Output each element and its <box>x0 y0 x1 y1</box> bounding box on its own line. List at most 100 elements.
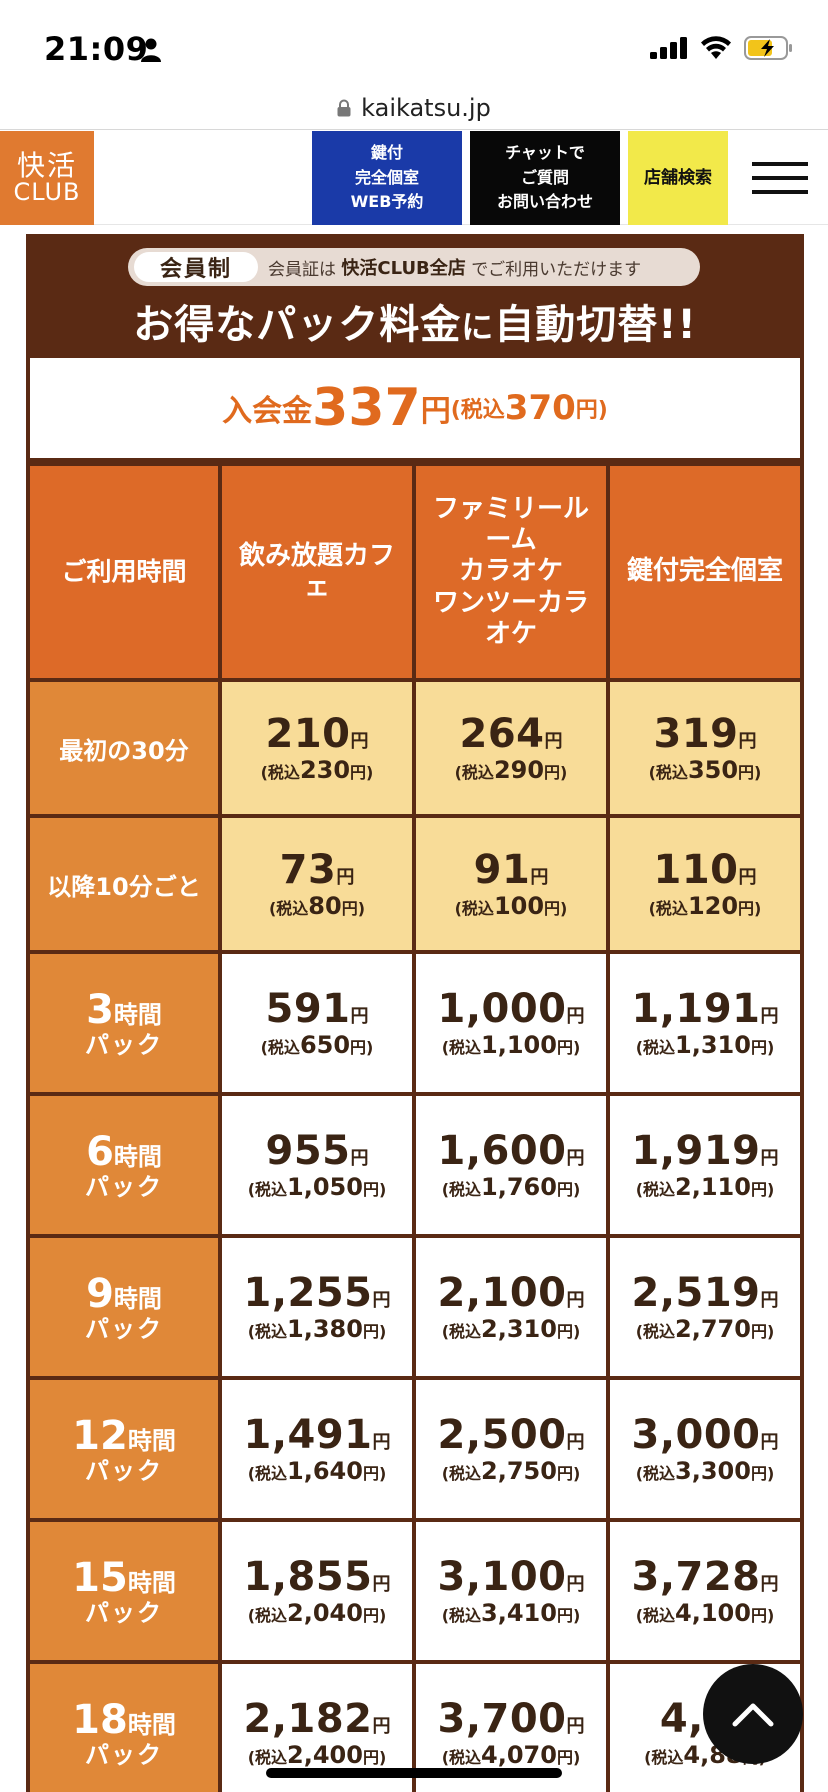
tax-amount: 230 <box>299 756 351 785</box>
price-yen: 円 <box>738 731 757 753</box>
tax-prefix: (税込 <box>441 1180 482 1200</box>
tax-amount: 80 <box>308 892 342 921</box>
tax-prefix: (税込 <box>454 763 494 783</box>
price-main: 2,100円 <box>437 1270 584 1316</box>
pack-hours-unit: 時間 <box>113 1284 162 1313</box>
tax-prefix: (税込 <box>247 1322 288 1342</box>
price-tax-included: (税込1,310円) <box>636 1031 775 1060</box>
pack-label: 6時間 パック <box>30 1096 218 1234</box>
tax-amount: 2,750 <box>481 1457 557 1486</box>
tax-prefix: (税込 <box>635 1322 676 1342</box>
price-tax-included: (税込2,110円) <box>636 1173 775 1202</box>
pack-label: 3時間 パック <box>30 954 218 1092</box>
pricing-panel-header: 会員制 会員証は 快活CLUB全店 でご利用いただけます お得なパック料金に自動… <box>26 234 804 354</box>
price-yen: 円 <box>372 1290 391 1312</box>
web-reservation-button[interactable]: 鍵付 完全個室 WEB予約 <box>312 131 462 225</box>
price-tax-included: (税込100円) <box>454 892 568 921</box>
tax-amount: 1,050 <box>287 1173 363 1202</box>
pack-hours-unit: 時間 <box>127 1710 176 1739</box>
hamburger-menu-icon[interactable] <box>748 156 812 200</box>
pack-hours: 3時間 <box>86 988 162 1032</box>
table-row: 12時間 パック 1,491円 (税込1,640円) 2,500円 (税込2,750円) 3… <box>30 1380 800 1518</box>
tax-suffix: 円) <box>738 763 762 783</box>
tax-amount: 2,110 <box>675 1173 751 1202</box>
tax-amount: 1,100 <box>481 1031 557 1060</box>
pack-hours-number: 18 <box>72 1696 128 1743</box>
tax-amount: 1,760 <box>481 1173 557 1202</box>
price-tax-included: (税込1,640円) <box>248 1457 387 1486</box>
price-main: 110円 <box>654 847 757 893</box>
header-cafe: 飲み放題カフェ <box>222 466 412 678</box>
price-main: 591円 <box>266 986 369 1032</box>
status-bar: 21:09 <box>0 0 828 86</box>
chevron-up-icon <box>732 1703 774 1727</box>
lock-icon <box>337 99 351 117</box>
price-yen: 円 <box>336 867 355 889</box>
membership-fee: 入会金 337 円 (税込 370 円) <box>30 358 800 458</box>
store-search-button[interactable]: 店舗検索 <box>628 131 728 225</box>
price-tax-included: (税込2,040円) <box>248 1599 387 1628</box>
scroll-to-top-button[interactable] <box>703 1664 803 1764</box>
membership-note-pre: 会員証は <box>268 259 336 280</box>
pack-hours: 18時間 <box>72 1698 176 1742</box>
fee-label: 入会金 <box>222 394 313 429</box>
price-yen: 円 <box>738 867 757 889</box>
web-reservation-line1: 鍵付 <box>370 142 403 162</box>
price-amount: 591 <box>265 986 351 1033</box>
price-main: 91円 <box>474 847 549 893</box>
price-yen: 円 <box>372 1574 391 1596</box>
price-cell: 1,919円 (税込2,110円) <box>610 1096 800 1234</box>
tax-prefix: (税込 <box>648 899 688 919</box>
pack-label: 9時間 パック <box>30 1238 218 1376</box>
price-yen: 円 <box>566 1148 585 1170</box>
tax-suffix: 円) <box>362 1322 387 1342</box>
membership-pill: 会員制 会員証は 快活CLUB全店 でご利用いただけます <box>128 248 700 286</box>
price-yen: 円 <box>566 1290 585 1312</box>
price-yen: 円 <box>350 731 369 753</box>
price-amount: 1,600 <box>437 1128 567 1175</box>
price-tax-included: (税込120円) <box>648 892 762 921</box>
price-amount: 3,100 <box>437 1554 567 1601</box>
table-row: 以降10分ごと 73円 (税込80円) 91円 (税込100円) 110円 (税込120円) <box>30 818 800 950</box>
fee-tax-amount: 370 <box>504 388 576 428</box>
price-yen: 円 <box>760 1006 779 1028</box>
tax-suffix: 円) <box>362 1606 387 1626</box>
tax-prefix: (税込 <box>441 1038 482 1058</box>
price-yen: 円 <box>350 1148 369 1170</box>
price-main: 1,000円 <box>437 986 584 1032</box>
chat-contact-button[interactable]: チャットで ご質問 お問い合わせ <box>470 131 620 225</box>
site-logo[interactable]: 快活 CLUB <box>0 131 94 225</box>
table-row: 15時間 パック 1,855円 (税込2,040円) 3,100円 (税込3,410円) 3… <box>30 1522 800 1660</box>
membership-note-bold: 快活CLUB全店 <box>341 258 466 279</box>
price-yen: 円 <box>760 1148 779 1170</box>
price-amount: 2,182 <box>243 1696 373 1743</box>
price-amount: 210 <box>265 711 351 758</box>
tax-prefix: (税込 <box>644 1748 684 1768</box>
price-yen: 円 <box>372 1432 391 1454</box>
price-cell: 73円 (税込80円) <box>222 818 412 950</box>
price-yen: 円 <box>372 1716 391 1738</box>
tax-suffix: 円) <box>341 899 366 919</box>
price-amount: 1,491 <box>243 1412 373 1459</box>
tax-amount: 100 <box>493 892 545 921</box>
price-amount: 2,519 <box>631 1270 761 1317</box>
tax-prefix: (税込 <box>648 763 688 783</box>
header-private-room: 鍵付完全個室 <box>610 466 800 678</box>
tax-suffix: 円) <box>556 1322 581 1342</box>
price-tax-included: (税込80円) <box>268 892 366 921</box>
tax-prefix: (税込 <box>454 899 494 919</box>
tax-prefix: (税込 <box>268 899 309 919</box>
price-amount: 1,000 <box>437 986 567 1033</box>
price-tax-included: (税込2,310円) <box>442 1315 581 1344</box>
tax-suffix: 円) <box>556 1464 581 1484</box>
tax-amount: 2,400 <box>287 1741 363 1770</box>
price-amount: 3,728 <box>631 1554 761 1601</box>
address-bar[interactable]: kaikatsu.jp <box>0 86 828 130</box>
pack-word: パック <box>85 1030 163 1059</box>
signal-icon <box>650 37 687 59</box>
price-cell: 3,728円 (税込4,100円) <box>610 1522 800 1660</box>
price-main: 3,000円 <box>631 1412 778 1458</box>
price-amount: 264 <box>459 711 545 758</box>
price-main: 210円 <box>266 711 369 757</box>
tax-amount: 3,300 <box>675 1457 751 1486</box>
